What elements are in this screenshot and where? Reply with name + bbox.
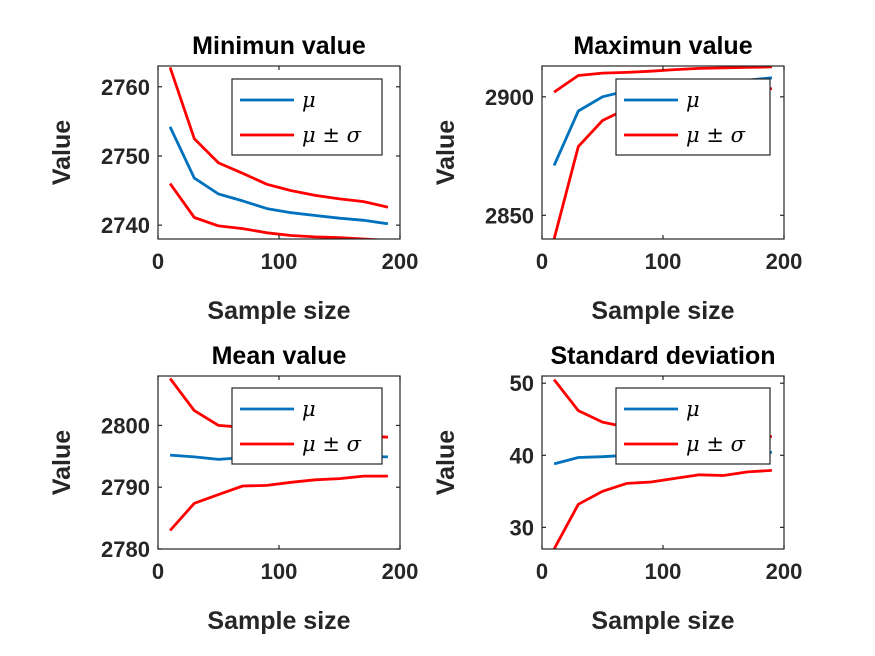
legend-box [615,387,771,465]
y-axis-label: Value [48,430,76,495]
x-tick-label: 0 [536,559,548,584]
legend: μ μ ± σ [615,78,771,156]
series-line-mean [168,126,389,226]
y-tick-label: 30 [510,515,534,540]
x-tick-label: 100 [645,249,682,274]
series-line-lower [169,474,388,532]
legend: μ μ ± σ [231,387,383,465]
x-tick-label: 100 [261,249,298,274]
x-tick-label: 100 [645,559,682,584]
y-tick-label: 2760 [101,75,150,100]
legend-label: μ [302,88,316,112]
y-tick-label: 40 [510,443,534,468]
y-tick-label: 2780 [101,537,150,562]
y-tick-label: 2750 [101,144,150,169]
series-line-upper [168,66,389,209]
subplot-title: Mean value [212,342,347,370]
legend-box [231,78,383,156]
x-tick-label: 100 [261,559,298,584]
legend-box [231,387,383,465]
subplot-title: Minimun value [192,32,366,60]
y-axis-label: Value [432,120,460,185]
y-tick-label: 2900 [485,85,534,110]
subplot-title: Maximun value [573,32,752,60]
subplot-1: 0 100 200 2740 2750 2760 Minimun value Sample s… [48,32,418,325]
subplot-2: 0 100 200 2850 2900 Maximun value Sample size V… [432,32,802,325]
y-tick-label: 2790 [101,475,150,500]
x-tick-label: 200 [766,559,803,584]
series-line-lower [168,182,388,239]
y-tick-label: 2740 [101,213,150,238]
y-axis-label: Value [48,120,76,185]
legend-label: μ [686,397,700,421]
y-tick-label: 2800 [101,413,150,438]
legend-label: μ [686,88,700,112]
x-tick-label: 0 [536,249,548,274]
x-tick-label: 0 [152,249,164,274]
y-tick-label: 2850 [485,203,534,228]
subplot-title: Standard deviation [550,342,775,370]
subplot-4: 0 100 200 30 40 50 Standard deviation Sample si… [432,342,802,635]
x-tick-label: 200 [766,249,803,274]
x-axis-label: Sample size [207,297,350,325]
x-tick-label: 200 [382,249,419,274]
x-axis-label: Sample size [591,607,734,635]
series-line-upper [553,66,772,94]
legend-label: μ [302,397,316,421]
series-line-lower [552,469,772,549]
legend-box [615,78,771,156]
legend-label: μ ± σ [302,432,362,456]
legend-label: μ ± σ [686,123,746,147]
x-axis-label: Sample size [207,607,350,635]
y-axis-label: Value [432,430,460,495]
legend: μ μ ± σ [231,78,383,156]
y-tick-label: 50 [510,371,534,396]
x-tick-label: 0 [152,559,164,584]
subplot-3: 0 100 200 2780 2790 2800 Mean value Sample size… [48,342,418,635]
x-tick-label: 200 [382,559,419,584]
x-axis-label: Sample size [591,297,734,325]
legend: μ μ ± σ [615,387,771,465]
legend-label: μ ± σ [686,432,746,456]
legend-label: μ ± σ [302,123,362,147]
